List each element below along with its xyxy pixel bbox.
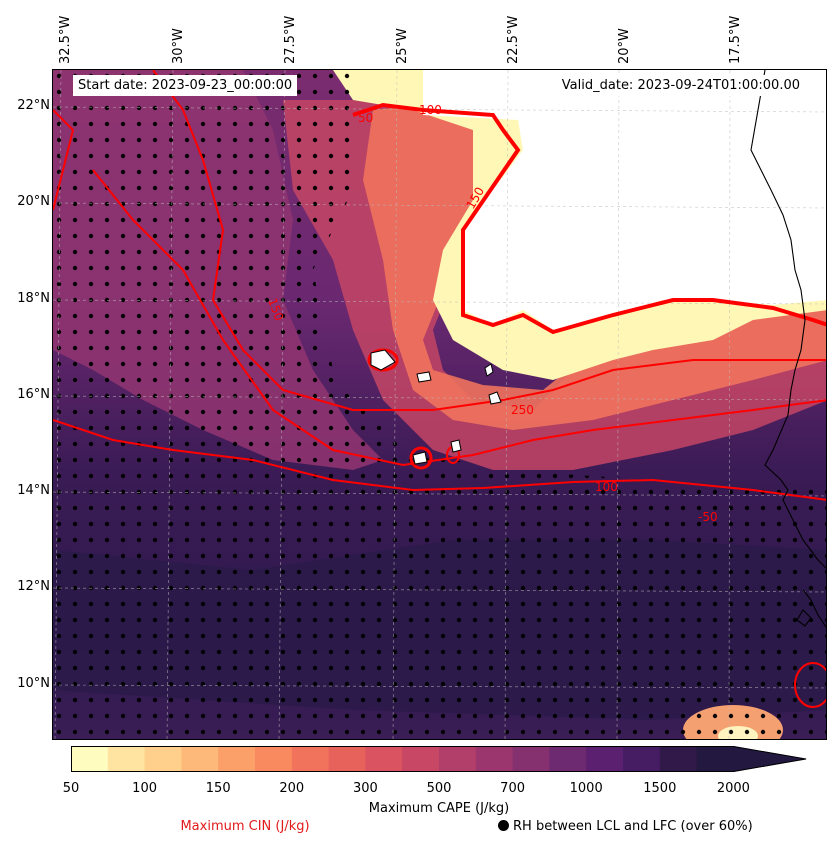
colorbar-tick-label: 1000 — [569, 781, 603, 796]
rh-legend-label: RH between LCL and LFC (over 60%) — [513, 819, 753, 834]
lat-label-20n: 20°N — [17, 194, 50, 209]
colorbar-segment — [365, 746, 403, 772]
contour-label-100-south: 100 — [595, 480, 618, 494]
lat-label-18n: 18°N — [17, 291, 50, 306]
colorbar-segment — [402, 746, 440, 772]
valid-date-label: Valid_date: 2023-09-24T01:00:00.00 — [556, 75, 805, 96]
cape-verde-islands — [370, 349, 502, 465]
colorbar-segment — [623, 746, 661, 772]
lon-label-32-5w: 32.5°W — [58, 15, 73, 64]
rh-dot-field — [53, 70, 826, 739]
cin-legend: Maximum CIN (J/kg) — [180, 819, 310, 834]
colorbar-segment — [71, 746, 109, 772]
lon-label-30w: 30°W — [171, 28, 186, 64]
colorbar-segment — [549, 746, 587, 772]
colorbar-tick-label: 700 — [500, 781, 526, 796]
cin-contour-mid — [152, 70, 826, 411]
colorbar-tick-label: 100 — [132, 781, 158, 796]
cape-cin-map: 50 100 150 150 250 100 -50 — [52, 69, 827, 740]
colorbar-tick-label: 1500 — [643, 781, 677, 796]
cape-field-no-cape-zone — [423, 70, 826, 330]
cin-contour-inner — [92, 169, 826, 467]
lon-label-22-5w: 22.5°W — [506, 15, 521, 64]
rh-dot-icon — [498, 820, 509, 831]
colorbar-label: Maximum CAPE (J/kg) — [368, 801, 510, 816]
lon-label-27-5w: 27.5°W — [283, 15, 298, 64]
lon-label-20w: 20°W — [617, 28, 632, 64]
lat-label-16n: 16°N — [17, 387, 50, 402]
colorbar-segment — [475, 746, 514, 772]
colorbar-segment — [107, 746, 146, 772]
colorbar-segment — [439, 746, 477, 772]
colorbar-segment — [659, 746, 698, 772]
cin-contour-west — [53, 109, 75, 211]
cin-contour-south — [53, 419, 826, 501]
colorbar-tick-label: 300 — [352, 781, 378, 796]
contour-label-250: 250 — [511, 403, 534, 417]
contour-label-100: 100 — [419, 103, 442, 117]
colorbar-tick-label: 50 — [62, 781, 80, 796]
coastline — [750, 70, 826, 628]
colorbar-tick-label: 500 — [426, 781, 452, 796]
colorbar-segment — [291, 746, 330, 772]
colorbar-tick-label: 200 — [279, 781, 305, 796]
colorbar-segment — [512, 746, 550, 772]
colorbar-outline — [71, 746, 807, 772]
cin-contour-island-b — [409, 446, 433, 470]
lat-label-22n: 22°N — [17, 98, 50, 113]
colorbar-segment — [218, 746, 256, 772]
lat-label-10n: 10°N — [17, 676, 50, 691]
cape-colorbar — [71, 746, 807, 772]
colorbar-segment — [328, 746, 366, 772]
colorbar-tick-label: 150 — [205, 781, 231, 796]
colorbar-extend-arrow — [733, 746, 807, 772]
start-date-label: Start date: 2023-09-23_00:00:00 — [73, 75, 298, 96]
colorbar-segment — [255, 746, 293, 772]
lat-label-14n: 14°N — [17, 483, 50, 498]
colorbar-segment — [586, 746, 624, 772]
colorbar-segment — [181, 746, 219, 772]
colorbar-segment — [696, 746, 734, 772]
cin-contour-outer — [352, 102, 826, 335]
colorbar-tick-label: 2000 — [716, 781, 750, 796]
cin-contours — [53, 70, 826, 708]
cin-contour-east-blob — [794, 662, 826, 708]
map-gridlines — [53, 70, 826, 739]
rh-legend: RH between LCL and LFC (over 60%) — [498, 819, 753, 834]
lat-label-12n: 12°N — [17, 579, 50, 594]
colorbar-segment — [144, 746, 182, 772]
contour-label-neg50: -50 — [698, 510, 718, 524]
contour-label-50: 50 — [358, 111, 373, 125]
lon-label-17-5w: 17.5°W — [728, 15, 743, 64]
lon-label-25w: 25°W — [395, 28, 410, 64]
